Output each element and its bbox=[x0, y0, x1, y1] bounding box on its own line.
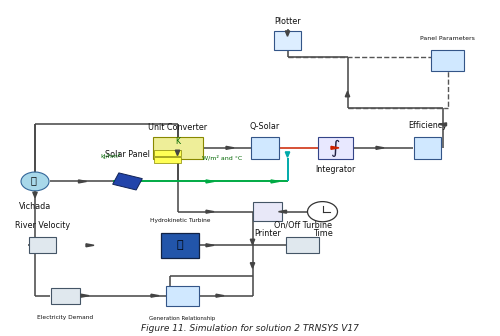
Text: kJ/hm²: kJ/hm² bbox=[100, 153, 120, 159]
Bar bbox=[274, 31, 301, 50]
Bar bbox=[253, 202, 282, 221]
Bar bbox=[414, 137, 442, 159]
Text: Unit Converter: Unit Converter bbox=[148, 123, 207, 132]
Polygon shape bbox=[112, 173, 142, 190]
Polygon shape bbox=[206, 244, 214, 247]
Polygon shape bbox=[216, 294, 224, 297]
Text: 🌍: 🌍 bbox=[30, 175, 36, 185]
Polygon shape bbox=[438, 123, 446, 126]
Text: Integrator: Integrator bbox=[315, 165, 355, 174]
Bar bbox=[252, 137, 279, 159]
Text: On/Off Turbine: On/Off Turbine bbox=[274, 221, 332, 229]
Bar bbox=[166, 286, 199, 306]
Polygon shape bbox=[250, 239, 254, 245]
Bar bbox=[154, 157, 181, 163]
Text: Printer: Printer bbox=[254, 229, 281, 238]
Polygon shape bbox=[278, 210, 286, 213]
Text: Solar Panel: Solar Panel bbox=[105, 150, 150, 159]
Text: 🌬: 🌬 bbox=[176, 240, 184, 250]
Text: ∫: ∫ bbox=[330, 139, 340, 157]
Bar bbox=[154, 150, 181, 156]
Text: Generation Relationship: Generation Relationship bbox=[150, 316, 216, 321]
Bar bbox=[318, 137, 352, 159]
Polygon shape bbox=[346, 91, 350, 97]
Text: Efficiency: Efficiency bbox=[408, 122, 447, 130]
Text: Hydrokinetic Turbine: Hydrokinetic Turbine bbox=[150, 218, 210, 222]
Polygon shape bbox=[78, 180, 86, 183]
Bar bbox=[152, 137, 202, 159]
Text: Q-Solar: Q-Solar bbox=[250, 122, 280, 130]
Polygon shape bbox=[286, 152, 290, 157]
Bar bbox=[29, 237, 56, 253]
Polygon shape bbox=[331, 146, 339, 149]
Polygon shape bbox=[151, 294, 159, 297]
Polygon shape bbox=[81, 294, 89, 297]
Polygon shape bbox=[226, 146, 234, 149]
Bar bbox=[161, 233, 199, 258]
Bar bbox=[50, 288, 80, 304]
Polygon shape bbox=[206, 180, 214, 183]
Polygon shape bbox=[176, 150, 180, 156]
Text: W/m² and °C: W/m² and °C bbox=[202, 155, 243, 161]
Text: Electricity Demand: Electricity Demand bbox=[37, 315, 93, 320]
Bar bbox=[286, 237, 319, 253]
Polygon shape bbox=[33, 192, 37, 198]
Polygon shape bbox=[86, 244, 94, 247]
Text: Vichada: Vichada bbox=[19, 202, 51, 211]
Polygon shape bbox=[271, 180, 279, 183]
Text: River Velocity: River Velocity bbox=[15, 221, 70, 229]
Text: Time: Time bbox=[312, 229, 332, 238]
Circle shape bbox=[308, 202, 338, 222]
Text: Figure 11. Simulation for solution 2 TRNSYS V17: Figure 11. Simulation for solution 2 TRN… bbox=[141, 324, 359, 333]
Polygon shape bbox=[286, 31, 290, 36]
Polygon shape bbox=[206, 210, 214, 213]
Text: Plotter: Plotter bbox=[274, 17, 301, 26]
Polygon shape bbox=[250, 263, 254, 268]
Polygon shape bbox=[376, 146, 384, 149]
Text: Panel Parameters: Panel Parameters bbox=[420, 36, 475, 41]
Circle shape bbox=[21, 172, 49, 191]
Text: K: K bbox=[175, 137, 180, 145]
Bar bbox=[431, 50, 464, 72]
